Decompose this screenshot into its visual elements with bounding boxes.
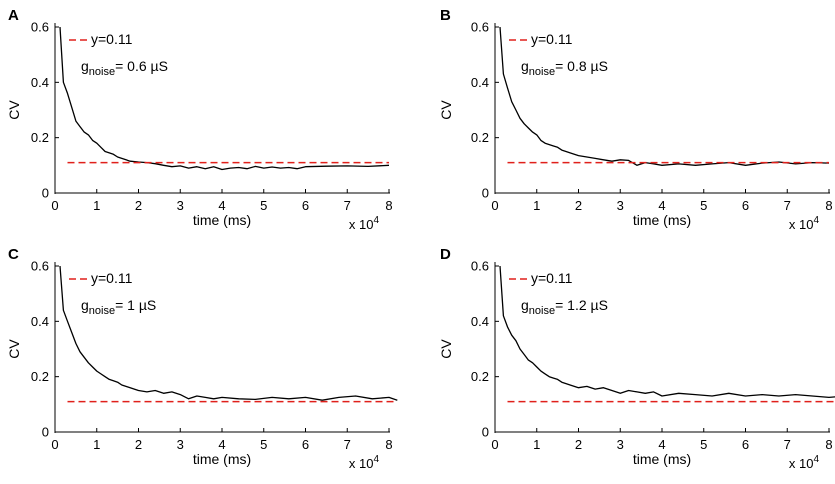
x-tick-label: 8 [385, 198, 392, 213]
x-tick-label: 0 [491, 437, 498, 452]
y-tick-label: 0.6 [471, 259, 489, 274]
x-tick-label: 8 [825, 437, 832, 452]
x-tick-label: 5 [260, 437, 267, 452]
x-tick-label: 4 [658, 437, 665, 452]
y-tick-label: 0.6 [31, 259, 49, 274]
panel-a: A 0 0.2 0.4 0.6 0 1 2 3 4 5 6 7 8 time (ms) CV x 104 y=0.… [6, 7, 393, 232]
x-tick-label: 7 [784, 198, 791, 213]
x-multiplier: x 104 [349, 454, 380, 471]
noise-annotation: gnoise= 0.6 µS [81, 58, 168, 78]
x-tick-label: 6 [302, 437, 309, 452]
x-tick-label: 2 [575, 198, 582, 213]
x-tick-label: 4 [658, 198, 665, 213]
x-tick-label: 2 [135, 437, 142, 452]
x-tick-label: 1 [93, 198, 100, 213]
y-axis-label: CV [6, 339, 22, 359]
legend-label: y=0.11 [531, 270, 573, 286]
panel-letter: B [440, 7, 451, 24]
cv-line [499, 26, 830, 166]
y-axis-label: CV [438, 339, 454, 359]
cv-line [499, 265, 835, 399]
x-tick-label: 3 [617, 198, 624, 213]
x-tick-label: 8 [825, 198, 832, 213]
x-tick-label: 5 [260, 198, 267, 213]
x-tick-label: 6 [302, 198, 309, 213]
x-tick-label: 1 [93, 437, 100, 452]
noise-annotation: gnoise= 1.2 µS [521, 297, 608, 317]
panel-letter: C [8, 246, 19, 263]
panel-c: C 0 0.2 0.4 0.6 0 1 2 3 4 5 6 7 8 time (ms) CV x 104 y=0.… [6, 246, 398, 471]
y-tick-label: 0 [42, 186, 49, 201]
y-tick-label: 0 [482, 425, 489, 440]
y-tick-label: 0 [482, 186, 489, 201]
x-tick-label: 0 [51, 198, 58, 213]
x-tick-label: 1 [533, 437, 540, 452]
y-tick-label: 0.4 [471, 75, 489, 90]
panel-b: B 0 0.2 0.4 0.6 0 1 2 3 4 5 6 7 8 time (ms) CV x 104 y=0.… [438, 7, 833, 232]
y-tick-label: 0.4 [31, 314, 49, 329]
x-tick-label: 4 [218, 198, 225, 213]
y-tick-label: 0.4 [31, 75, 49, 90]
legend-label: y=0.11 [91, 270, 133, 286]
x-tick-label: 8 [385, 437, 392, 452]
cv-line [59, 265, 398, 401]
x-multiplier: x 104 [789, 454, 820, 471]
x-tick-label: 2 [575, 437, 582, 452]
x-axis-label: time (ms) [193, 212, 251, 228]
x-axis-label: time (ms) [193, 451, 251, 467]
legend-label: y=0.11 [91, 31, 133, 47]
y-axis-label: CV [438, 100, 454, 120]
y-tick-label: 0.2 [31, 369, 49, 384]
x-tick-label: 5 [700, 198, 707, 213]
x-tick-label: 7 [784, 437, 791, 452]
x-tick-label: 5 [700, 437, 707, 452]
y-tick-label: 0.6 [471, 20, 489, 35]
x-tick-label: 7 [344, 437, 351, 452]
y-tick-label: 0.2 [31, 130, 49, 145]
panel-d: D 0 0.2 0.4 0.6 0 1 2 3 4 5 6 7 8 time (ms) CV x 104 y=0.… [438, 246, 835, 471]
y-tick-label: 0 [42, 425, 49, 440]
x-tick-label: 0 [51, 437, 58, 452]
legend-label: y=0.11 [531, 31, 573, 47]
y-tick-label: 0.2 [471, 130, 489, 145]
x-tick-label: 1 [533, 198, 540, 213]
x-tick-label: 3 [177, 198, 184, 213]
x-multiplier: x 104 [349, 215, 380, 232]
x-tick-label: 6 [742, 198, 749, 213]
x-multiplier: x 104 [789, 215, 820, 232]
cv-line [59, 26, 390, 171]
x-axis-label: time (ms) [633, 212, 691, 228]
x-tick-label: 4 [218, 437, 225, 452]
x-tick-label: 3 [177, 437, 184, 452]
y-tick-label: 0.4 [471, 314, 489, 329]
x-axis-label: time (ms) [633, 451, 691, 467]
y-tick-label: 0.6 [31, 20, 49, 35]
noise-annotation: gnoise= 0.8 µS [521, 58, 608, 78]
x-tick-label: 3 [617, 437, 624, 452]
y-tick-label: 0.2 [471, 369, 489, 384]
x-tick-label: 0 [491, 198, 498, 213]
x-tick-label: 2 [135, 198, 142, 213]
noise-annotation: gnoise= 1 µS [81, 297, 156, 317]
x-tick-label: 6 [742, 437, 749, 452]
y-axis-label: CV [6, 100, 22, 120]
panel-letter: A [8, 7, 19, 24]
panel-letter: D [440, 246, 451, 263]
x-tick-label: 7 [344, 198, 351, 213]
